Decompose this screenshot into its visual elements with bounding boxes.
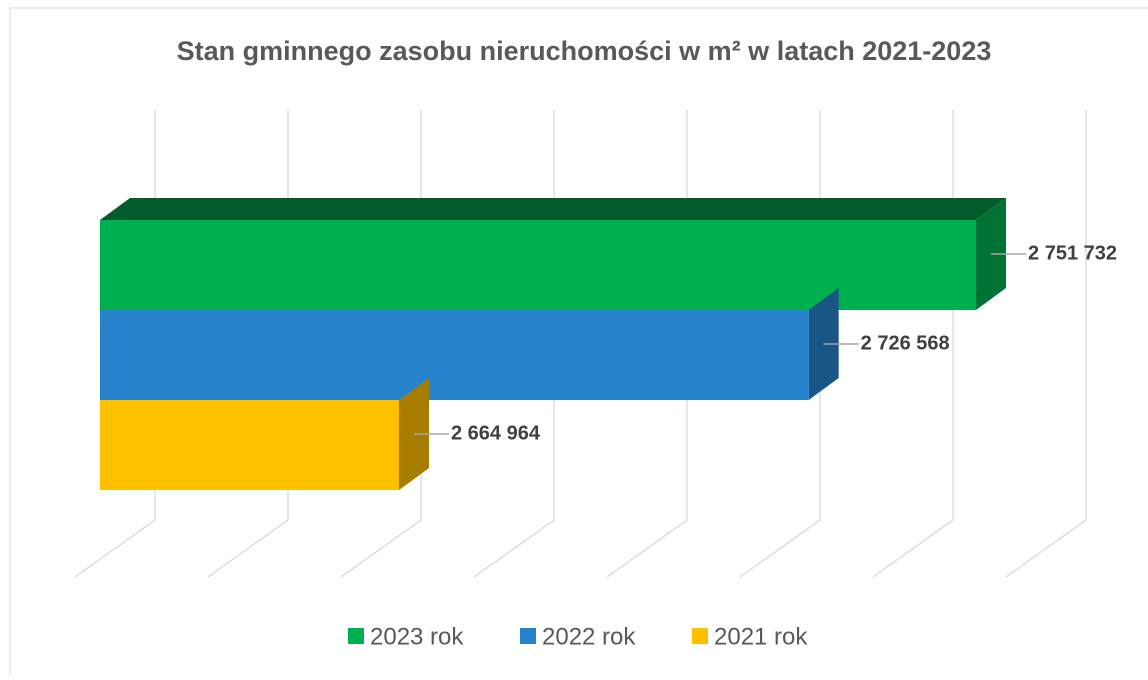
- legend-swatch: [692, 628, 708, 644]
- grid-line: [1005, 110, 1087, 578]
- data-label: 2 726 568: [861, 332, 950, 354]
- chart-title: Stan gminnego zasobu nieruchomości w m² …: [177, 36, 992, 66]
- bar: [100, 400, 400, 490]
- legend-swatch: [520, 628, 536, 644]
- legend-label: 2022 rok: [542, 623, 636, 650]
- bar: [100, 310, 809, 400]
- bar: [100, 220, 977, 310]
- legend-label: 2021 rok: [714, 623, 808, 650]
- data-label: 2 664 964: [451, 422, 541, 444]
- bar-top: [100, 198, 1007, 220]
- data-label: 2 751 732: [1028, 242, 1117, 264]
- legend-swatch: [348, 628, 364, 644]
- legend-label: 2023 rok: [370, 623, 464, 650]
